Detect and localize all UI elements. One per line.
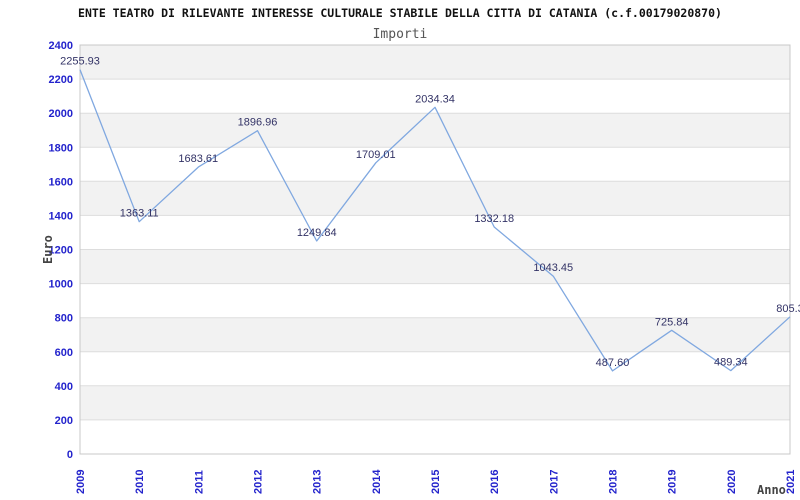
plot-band: [80, 215, 790, 250]
y-tick-label: 0: [67, 449, 73, 461]
data-point-label: 2255.93: [60, 56, 100, 68]
x-tick-label: 2010: [134, 470, 146, 494]
plot-band: [80, 113, 790, 148]
data-point-label: 1332.18: [474, 213, 514, 225]
x-axis-title: Anno: [757, 483, 786, 497]
x-tick-label: 2020: [726, 470, 738, 494]
plot-band: [80, 147, 790, 182]
x-tick-label: 2018: [608, 470, 620, 494]
x-tick-label: 2016: [489, 470, 501, 494]
y-tick-label: 1800: [49, 142, 73, 154]
y-tick-label: 1200: [49, 245, 73, 257]
data-point-label: 725.84: [655, 316, 689, 328]
data-point-label: 1249.84: [297, 227, 337, 239]
y-axis-title: Euro: [41, 235, 55, 264]
y-tick-label: 1600: [49, 176, 73, 188]
y-tick-label: 200: [55, 415, 73, 427]
x-tick-label: 2011: [193, 470, 205, 494]
x-tick-label: 2009: [75, 470, 87, 494]
data-line: [79, 69, 791, 372]
plot-band: [80, 283, 790, 318]
chart-subtitle: Importi: [372, 27, 428, 42]
y-tick-label: 2400: [49, 40, 73, 52]
y-tick-label: 800: [55, 313, 73, 325]
y-tick-label: 2200: [49, 74, 73, 86]
x-tick-label: 2017: [548, 470, 560, 494]
data-point-label: 1683.61: [178, 153, 218, 165]
plot-band: [80, 249, 790, 284]
data-point-label: 1363.11: [120, 208, 159, 220]
data-point-label: 1709.01: [356, 149, 396, 161]
y-tick-label: 1000: [49, 279, 73, 291]
plot-band: [80, 419, 790, 454]
y-tick-label: 600: [55, 347, 73, 359]
data-point-label: 805.3: [776, 303, 800, 315]
plot-band: [80, 45, 790, 80]
plot-band: [80, 385, 790, 420]
plot-band: [80, 351, 790, 386]
x-tick-label: 2021: [785, 470, 797, 494]
chart-title: ENTE TEATRO DI RILEVANTE INTERESSE CULTU…: [78, 6, 722, 20]
x-tick-label: 2012: [253, 470, 265, 494]
plot-band: [80, 181, 790, 216]
data-point-label: 1896.96: [238, 117, 278, 129]
data-point-label: 1043.45: [533, 262, 573, 274]
y-tick-label: 400: [55, 381, 73, 393]
y-tick-label: 1400: [49, 210, 73, 222]
data-point-label: 487.60: [596, 357, 630, 369]
plot-band: [80, 317, 790, 352]
plot-border: [79, 44, 791, 455]
y-tick-label: 2000: [49, 108, 73, 120]
x-tick-label: 2019: [667, 470, 679, 494]
x-tick-label: 2015: [430, 470, 442, 494]
x-tick-label: 2014: [371, 469, 383, 494]
x-tick-label: 2013: [312, 470, 324, 494]
data-point-label: 489.34: [714, 357, 748, 369]
data-point-label: 2034.34: [415, 93, 455, 105]
